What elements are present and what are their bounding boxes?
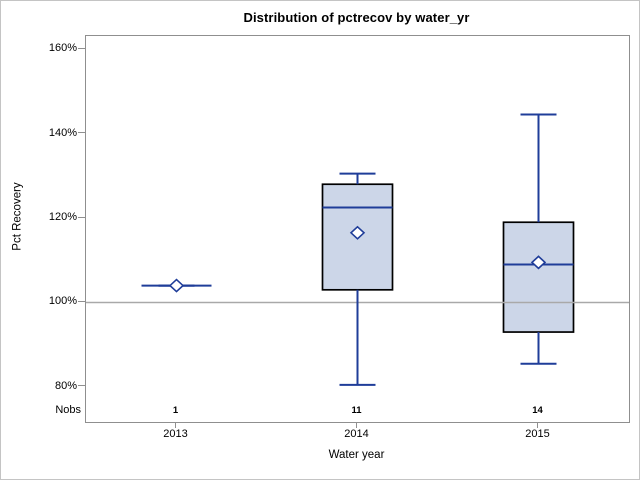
y-tick-mark	[78, 47, 85, 49]
y-tick-label: 140%	[48, 126, 77, 139]
nobs-value: 1	[172, 405, 179, 416]
plot-area	[85, 35, 630, 423]
nobs-row-label: Nobs	[55, 404, 81, 416]
x-tick-label: 2015	[525, 428, 550, 440]
x-tick-mark	[175, 422, 176, 428]
x-tick-label: 2013	[163, 428, 188, 440]
y-tick-label: 80%	[54, 379, 77, 392]
y-tick-mark	[78, 216, 85, 218]
mean-diamond	[349, 225, 366, 240]
x-axis-title: Water year	[328, 449, 385, 461]
x-tick-label: 2014	[344, 428, 369, 440]
mean-diamond	[530, 255, 547, 270]
box-2015	[502, 221, 575, 333]
y-tick-mark	[78, 385, 85, 387]
chart-title: Distribution of pctrecov by water_yr	[243, 10, 470, 25]
y-tick-label: 120%	[48, 211, 77, 224]
mean-diamond	[168, 278, 185, 293]
y-tick-mark	[78, 300, 85, 302]
y-tick-mark	[78, 132, 85, 134]
boxplot-svg	[86, 113, 629, 386]
x-tick-mark	[537, 422, 538, 428]
nobs-value: 14	[532, 405, 543, 416]
y-tick-label: 160%	[48, 42, 77, 55]
nobs-value: 11	[351, 405, 362, 416]
x-tick-mark	[356, 422, 357, 428]
y-tick-label: 100%	[48, 295, 77, 308]
